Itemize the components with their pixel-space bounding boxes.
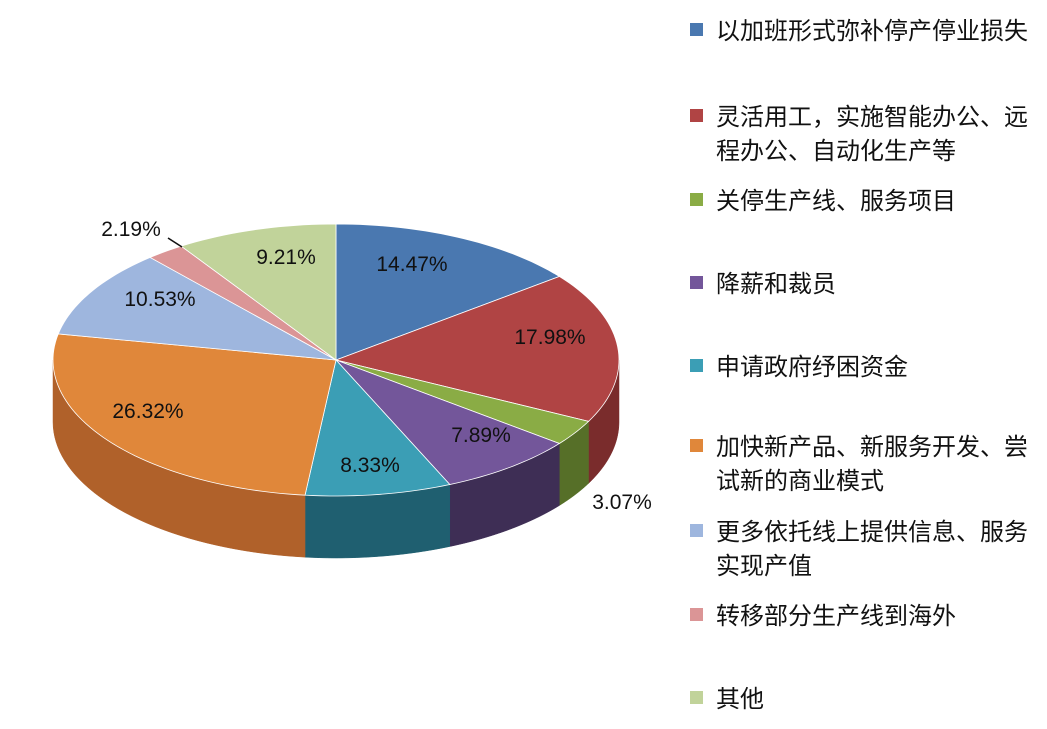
legend-swatch — [690, 524, 703, 537]
pie-label-7: 2.19% — [101, 218, 161, 241]
legend-label: 灵活用工，实施智能办公、远程办公、自动化生产等 — [716, 103, 1028, 165]
legend-swatch — [690, 691, 703, 704]
legend-swatch — [690, 439, 703, 452]
legend-label: 以加班形式弥补停产停业损失 — [716, 17, 1028, 45]
legend-label: 更多依托线上提供信息、服务实现产值 — [716, 518, 1028, 580]
legend-swatch — [690, 359, 703, 372]
legend-swatch — [690, 193, 703, 206]
pie-chart-svg: 14.47% 17.98% 3.07% 7.89% 8.33% 26.32% 10.53% 2… — [52, 218, 652, 559]
pie-slice-4 — [304, 359, 451, 497]
pie-slice-2 — [335, 359, 590, 444]
legend-swatch — [690, 608, 703, 621]
pie-label-3: 7.89% — [451, 424, 511, 447]
pie-label-0: 14.47% — [376, 253, 447, 276]
pie-label-1: 17.98% — [514, 326, 585, 349]
pie-value-labels: 14.47% 17.98% 3.07% 7.89% 8.33% 26.32% 10.53% 2… — [101, 218, 652, 514]
pie-label-5: 26.32% — [112, 400, 183, 423]
legend-label: 关停生产线、服务项目 — [716, 187, 956, 215]
legend-swatch — [690, 23, 703, 36]
pie-label-2: 3.07% — [592, 491, 652, 514]
legend-swatch — [690, 276, 703, 289]
legend-label: 申请政府纾困资金 — [716, 353, 908, 381]
pie-slice-1 — [334, 276, 620, 422]
pie-label-4: 8.33% — [340, 454, 400, 477]
legend-label: 其他 — [716, 685, 764, 713]
pie-chart: 14.47% 17.98% 3.07% 7.89% 8.33% 26.32% 10.53% 2… — [52, 218, 652, 559]
pie-slice-0 — [335, 223, 561, 361]
pie-slice-3 — [335, 359, 561, 485]
pie-sides — [52, 359, 620, 559]
pie-slice-8 — [180, 223, 337, 361]
pie-leader-line — [167, 237, 183, 248]
pie-top — [52, 223, 620, 497]
legend-label: 降薪和裁员 — [716, 270, 836, 298]
pie-label-6: 10.53% — [124, 288, 195, 311]
legend-swatch — [690, 109, 703, 122]
legend-label: 转移部分生产线到海外 — [716, 602, 956, 630]
pie-slice-5 — [52, 333, 337, 496]
pie-slice-6 — [57, 256, 337, 361]
pie-label-8: 9.21% — [256, 246, 316, 269]
legend-label: 加快新产品、新服务开发、尝试新的商业模式 — [716, 433, 1028, 495]
